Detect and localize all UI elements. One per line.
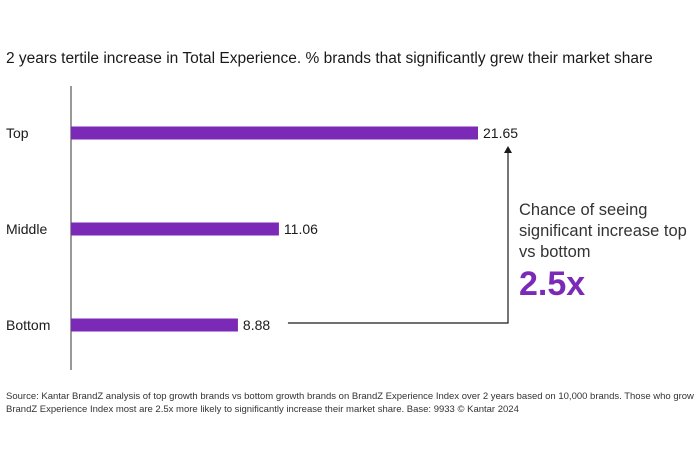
source-note: Source: Kantar BrandZ analysis of top gr… bbox=[6, 391, 694, 415]
category-label-top: Top bbox=[6, 125, 29, 141]
value-label-top: 21.65 bbox=[483, 125, 518, 141]
connector-line bbox=[287, 152, 509, 324]
category-label-middle: Middle bbox=[6, 221, 47, 237]
value-label-middle: 11.06 bbox=[284, 221, 318, 237]
category-label-bottom: Bottom bbox=[6, 317, 50, 333]
bar-bottom bbox=[71, 318, 238, 332]
arrowhead-up-icon bbox=[504, 146, 512, 153]
bar-top bbox=[71, 126, 478, 140]
bars-layer: Top 21.65 Middle 11.06 Bottom 8.88 bbox=[6, 125, 518, 333]
callout: Chance of seeing significant increase to… bbox=[519, 200, 694, 303]
callout-connector bbox=[287, 146, 512, 324]
value-label-bottom: 8.88 bbox=[243, 317, 270, 333]
callout-value: 2.5x bbox=[519, 265, 586, 303]
bar-middle bbox=[71, 222, 279, 236]
chart-title: 2 years tertile increase in Total Experi… bbox=[6, 50, 653, 67]
callout-text: Chance of seeing significant increase to… bbox=[519, 201, 687, 261]
